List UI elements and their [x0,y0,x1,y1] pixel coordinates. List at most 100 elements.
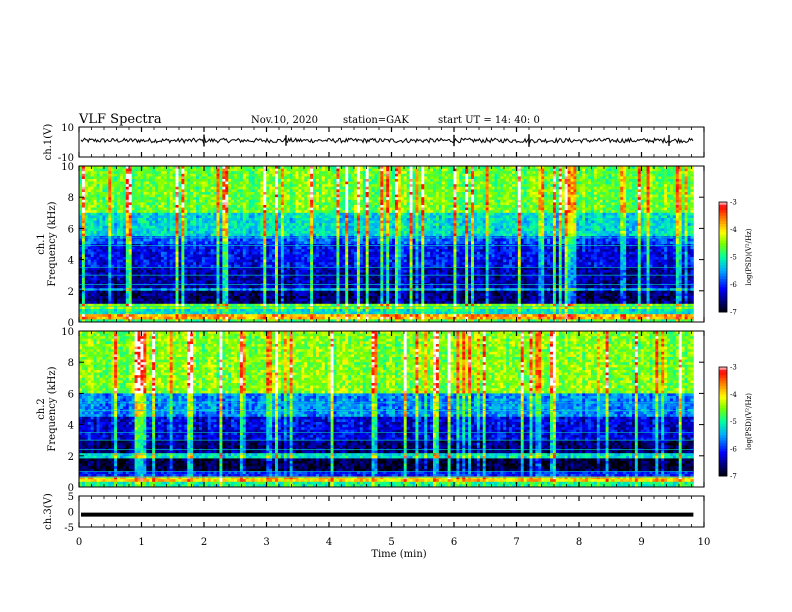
ch1-spectrogram-cell [181,210,184,213]
ch1-spectrogram-cell [325,189,328,192]
ch1-spectrogram-cell [129,208,132,211]
ch1-spectrogram-cell [374,176,377,179]
ch1-spectrogram-cell [290,174,293,177]
ch1-spectrogram-cell [240,223,243,226]
ch1-spectrogram-cell [91,179,94,182]
ch1-spectrogram-cell [524,197,527,200]
ch1-spectrogram-cell [228,221,231,224]
ch1-spectrogram-cell [143,169,146,172]
ch1-spectrogram-cell [313,169,316,172]
ch1-spectrogram-cell [474,169,477,172]
ch1-spectrogram-cell [354,210,357,213]
ch1-spectrogram-cell [512,174,515,177]
ch1-spectrogram-cell [632,171,635,174]
ch1-spectrogram-cell [377,195,380,198]
ch1-spectrogram-cell [395,205,398,208]
ch1-spectrogram-cell [249,182,252,185]
ch1-spectrogram-cell [538,218,541,221]
ch1-spectrogram-cell [462,189,465,192]
ch1-spectrogram-cell [117,195,120,198]
ch1-spectrogram-cell [304,179,307,182]
ch1-spectrogram-cell [102,182,105,185]
ch1-spectrogram-cell [319,200,322,203]
ch1-spectrogram-cell [603,182,606,185]
ch1-spectrogram-cell [673,179,676,182]
ch1-spectrogram-cell [410,179,413,182]
ch1-spectrogram-cell [413,176,416,179]
ch1-spectrogram-cell [193,169,196,172]
ch1-spectrogram-cell [503,179,506,182]
ch1-spectrogram-cell [111,182,114,185]
ch1-spectrogram-cell [541,213,544,216]
ch1-spectrogram-cell [544,208,547,211]
ch1-spectrogram-cell [436,187,439,190]
ch1-spectrogram-cell [688,174,691,177]
ch1-spectrogram-cell [263,221,266,224]
ch1-spectrogram-cell [571,174,574,177]
ch1-spectrogram-cell [685,174,688,177]
ch1-spectrogram-cell [500,197,503,200]
ch1-spectrogram-cell [427,197,430,200]
ch1-spectrogram-cell [614,210,617,213]
ch1-spectrogram-cell [117,200,120,203]
ch1-spectrogram-cell [597,210,600,213]
ch1-spectrogram-cell [140,218,143,221]
ch1-spectrogram-cell [278,221,281,224]
ch1-spectrogram-cell [143,171,146,174]
ch1-spectrogram-cell [547,189,550,192]
ch1-spectrogram-cell [494,179,497,182]
ch1-spectrogram-cell [638,200,641,203]
ch1-spectrogram-cell [614,179,617,182]
ch1-spectrogram-cell [544,210,547,213]
ch1-spectrogram-cell [462,215,465,218]
ch1-spectrogram-cell [255,197,258,200]
ch1-spectrogram-cell [480,213,483,216]
ch1-spectrogram-cell [243,213,246,216]
ch1-spectrogram-cell [146,169,149,172]
ch1-spectrogram-cell [339,189,342,192]
ch1-spectrogram-cell [351,202,354,205]
ch1-spectrogram-cell [123,205,126,208]
ch1-spectrogram-cell [553,205,556,208]
ch1-spectrogram-cell [401,197,404,200]
ch1-spectrogram-cell [571,221,574,224]
ch1-spectrogram-cell [278,218,281,221]
ch1-spectrogram-cell [202,197,205,200]
ch1-spectrogram-cell [679,205,682,208]
ch1-spectrogram-cell [187,182,190,185]
ch1-spectrogram-cell [138,213,141,216]
ch1-spectrogram-cell [319,189,322,192]
ch1-spectrogram-cell [377,192,380,195]
ch1-spectrogram-cell [272,174,275,177]
ch1-spectrogram-cell [556,223,559,226]
ch1-spectrogram-cell [293,171,296,174]
ch1-spectrogram-cell [181,205,184,208]
ch1-spectrogram-cell [132,171,135,174]
ch1-spectrogram-cell [325,187,328,190]
ch1-spectrogram-cell [372,171,375,174]
ch1-spectrogram-cell [401,171,404,174]
ch1-spectrogram-cell [559,187,562,190]
ch1-spectrogram-cell [664,208,667,211]
ch1-spectrogram-cell [383,200,386,203]
ch1-spectrogram-cell [126,179,129,182]
ch1-spectrogram-cell [404,179,407,182]
ch1-spectrogram-cell [442,179,445,182]
ch1-spectrogram-cell [211,195,214,198]
ch1-spectrogram-cell [82,218,85,221]
ch1-spectrogram-cell [453,210,456,213]
ch1-spectrogram-cell [649,218,652,221]
ch1-spectrogram-cell [421,197,424,200]
ch1-spectrogram-cell [623,192,626,195]
ch1-spectrogram-cell [249,192,252,195]
ch1-spectrogram-cell [301,174,304,177]
ch1-spectrogram-cell [325,200,328,203]
ch1-spectrogram-cell [383,189,386,192]
ch1-spectrogram-cell [155,223,158,226]
ch1-spectrogram-cell [173,208,176,211]
ch1-spectrogram-cell [395,169,398,172]
ch1-spectrogram-cell [649,171,652,174]
ch1-spectrogram-cell [421,223,424,226]
ch1-spectrogram-cell [161,174,164,177]
ch1-spectrogram-cell [374,184,377,187]
